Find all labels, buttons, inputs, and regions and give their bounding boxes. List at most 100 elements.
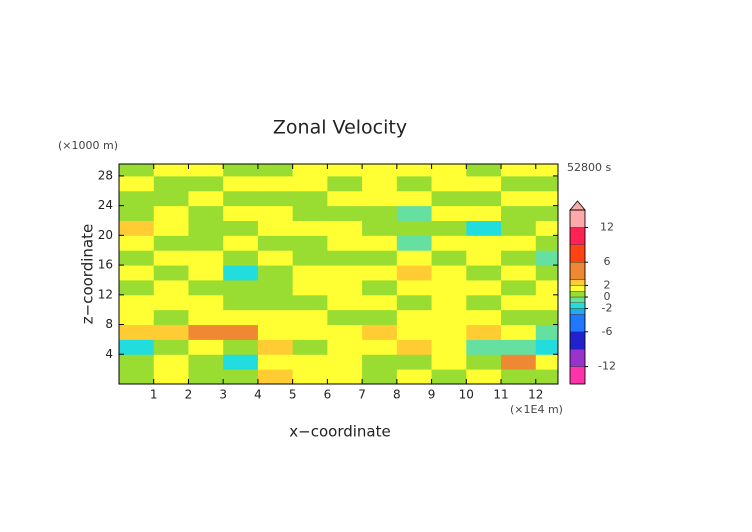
- field-cell: [501, 190, 537, 207]
- colorbar-segment: [569, 279, 586, 286]
- field-cell: [466, 220, 502, 236]
- field-cell: [501, 339, 537, 355]
- field-cell: [292, 309, 328, 326]
- field-cell: [431, 309, 467, 326]
- field-cell: [188, 235, 224, 251]
- field-cell: [431, 190, 467, 207]
- field-cell: [223, 164, 259, 177]
- field-cell: [431, 235, 467, 251]
- x-tick-label: 6: [324, 388, 332, 402]
- field-cell: [362, 164, 398, 177]
- field-cell: [153, 190, 189, 207]
- field-cell: [362, 265, 398, 281]
- y-tick-label: 4: [105, 347, 113, 361]
- field-cell: [223, 220, 259, 236]
- field-cell: [153, 279, 189, 296]
- field-cell: [223, 339, 259, 355]
- field-cell: [327, 164, 363, 177]
- field-cell: [292, 175, 328, 192]
- field-cell: [119, 294, 155, 311]
- field-cell: [535, 279, 558, 296]
- field-cell: [292, 164, 328, 177]
- y-tick-label: 28: [98, 168, 113, 182]
- field-cell: [188, 175, 224, 192]
- colorbar-segment: [569, 314, 586, 332]
- field-cell: [535, 354, 558, 370]
- x-unit: (×1E4 m): [510, 403, 563, 416]
- field-cell: [396, 279, 433, 296]
- y-axis-label: z−coordinate: [79, 224, 97, 324]
- field-cell: [396, 220, 433, 236]
- field-cell: [292, 190, 328, 207]
- field-cell: [501, 309, 537, 326]
- field-cell: [119, 220, 155, 236]
- field-cell: [292, 339, 328, 355]
- field-cell: [535, 265, 558, 281]
- field-cell: [466, 324, 502, 340]
- field-cell: [188, 279, 224, 296]
- field-cell: [396, 309, 433, 326]
- x-axis-label: x−coordinate: [289, 423, 390, 441]
- x-tick-label: 9: [428, 388, 436, 402]
- field-cell: [466, 235, 502, 251]
- x-tick-label: 2: [185, 388, 193, 402]
- field-cell: [396, 294, 433, 311]
- field-cell: [501, 220, 537, 236]
- colorbar-segment: [569, 262, 586, 280]
- x-tick-label: 4: [254, 388, 262, 402]
- field-cell: [188, 354, 224, 370]
- x-tick-label: 11: [493, 388, 508, 402]
- field-cell: [119, 324, 155, 340]
- field-cell: [431, 250, 467, 266]
- field-cell: [257, 369, 294, 384]
- field-cell: [292, 279, 328, 296]
- colorbar-segment: [569, 209, 586, 228]
- field-cell: [535, 339, 558, 355]
- field-cell: [223, 309, 259, 326]
- field-cell: [119, 265, 155, 281]
- field-cell: [153, 164, 189, 177]
- y-unit: (×1000 m): [58, 139, 118, 152]
- field-cell: [431, 265, 467, 281]
- field: [119, 164, 558, 384]
- field-cell: [188, 339, 224, 355]
- field-cell: [327, 339, 363, 355]
- field-cell: [466, 279, 502, 296]
- field-cell: [223, 175, 259, 192]
- field-cell: [188, 309, 224, 326]
- field-cell: [396, 175, 433, 192]
- field-cell: [396, 164, 433, 177]
- field-cell: [257, 265, 294, 281]
- field-cell: [223, 265, 259, 281]
- field-cell: [153, 324, 189, 340]
- field-cell: [153, 205, 189, 221]
- field-cell: [292, 354, 328, 370]
- field-cell: [396, 190, 433, 207]
- field-cell: [501, 265, 537, 281]
- colorbar-overflow: [569, 200, 586, 211]
- field-cell: [153, 175, 189, 192]
- field-cell: [223, 324, 259, 340]
- field-cell: [362, 369, 398, 384]
- field-cell: [396, 205, 433, 221]
- field-cell: [257, 205, 294, 221]
- field-cell: [119, 235, 155, 251]
- field-cell: [396, 369, 433, 384]
- field-cell: [431, 339, 467, 355]
- field-cell: [535, 190, 558, 207]
- field-cell: [362, 279, 398, 296]
- field-cell: [119, 369, 155, 384]
- field-cell: [153, 294, 189, 311]
- colorbar-tick-label: -12: [598, 360, 616, 373]
- field-cell: [362, 220, 398, 236]
- field-cell: [257, 164, 294, 177]
- field-cell: [362, 339, 398, 355]
- field-cell: [153, 369, 189, 384]
- x-tick-label: 3: [219, 388, 227, 402]
- field-cell: [396, 354, 433, 370]
- field-cell: [188, 190, 224, 207]
- field-cell: [188, 265, 224, 281]
- field-cell: [362, 190, 398, 207]
- x-tick-label: 7: [358, 388, 366, 402]
- colorbar-segment: [569, 366, 586, 385]
